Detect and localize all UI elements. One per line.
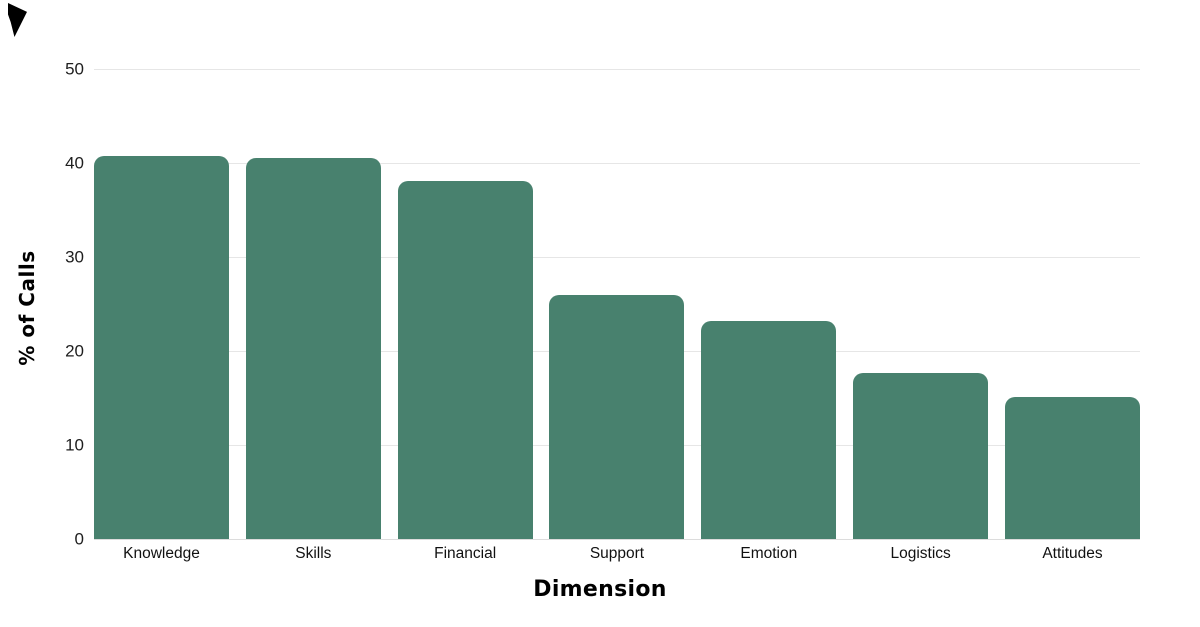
x-axis-labels: Knowledge Skills Financial Support Emotion Lo…	[94, 545, 1140, 564]
x-label-logistics: Logistics	[890, 545, 951, 562]
x-axis-baseline	[94, 539, 1140, 540]
x-axis-title: Dimension	[533, 577, 667, 602]
plot-area	[94, 69, 1140, 540]
gridline-30	[94, 257, 1140, 258]
x-label-attitudes: Attitudes	[1042, 545, 1103, 562]
x-label-knowledge: Knowledge	[123, 545, 200, 562]
y-tick-label-40: 40	[65, 153, 84, 173]
x-label-financial: Financial	[434, 545, 497, 562]
corner-mark-icon	[8, 3, 27, 37]
y-tick-label-30: 30	[65, 247, 84, 267]
y-tick-label-20: 20	[65, 341, 84, 361]
bar-financial	[397, 180, 533, 539]
bar-attitudes	[1004, 397, 1140, 539]
bar-support	[549, 294, 685, 539]
y-axis-ticks: 0 10 20 30 40 50	[0, 61, 84, 548]
x-label-emotion: Emotion	[740, 545, 798, 562]
bar-logistics	[853, 372, 989, 539]
bar-emotion	[701, 320, 837, 539]
bar-skills	[245, 158, 381, 539]
x-label-skills: Skills	[295, 545, 332, 562]
gridline-50	[94, 69, 1140, 70]
gridline-40	[94, 163, 1140, 164]
y-tick-label-10: 10	[65, 435, 84, 455]
y-tick-label-0: 0	[74, 529, 84, 549]
bar-knowledge	[94, 156, 229, 539]
y-tick-label-50: 50	[65, 59, 84, 79]
bars-group	[94, 69, 1140, 539]
x-label-support: Support	[589, 545, 645, 562]
